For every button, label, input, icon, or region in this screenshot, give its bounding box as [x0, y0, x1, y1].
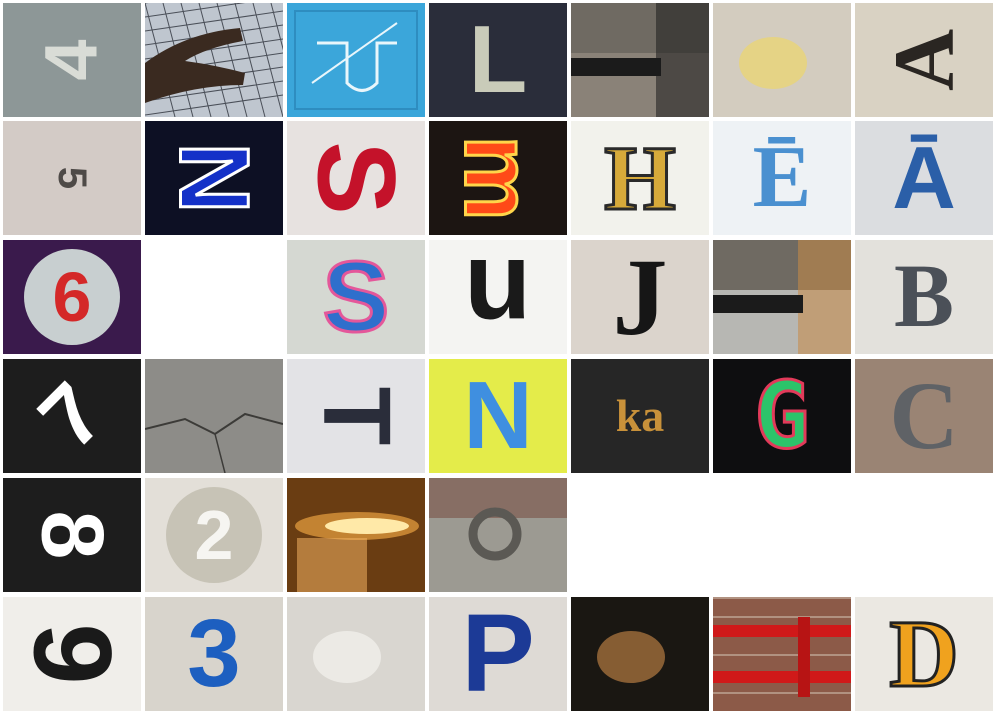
character-tile: Ē [713, 121, 851, 235]
character-tile: Ā [855, 121, 993, 235]
character-tile: L [429, 3, 567, 117]
street-post-tile [571, 3, 709, 117]
character-tile: A [855, 3, 993, 117]
character-glyph: 3 [187, 600, 241, 707]
character-glyph: L [468, 6, 528, 113]
character-tile: 5 [3, 121, 141, 235]
character-tile: n [429, 240, 567, 354]
disc-shape [166, 487, 262, 583]
blue-diagram-tile-art [287, 3, 425, 117]
metal-ring-tile [429, 478, 567, 592]
character-glyph: 8 [22, 510, 122, 560]
flame-tile-art [287, 478, 425, 592]
pavement-tile-art [145, 359, 283, 473]
empty-tile [713, 478, 851, 592]
character-glyph: 6 [52, 258, 92, 336]
character-glyph: S [321, 241, 391, 353]
character-glyph: A [875, 28, 972, 92]
character-tile: B [855, 240, 993, 354]
character-tile: ka [571, 359, 709, 473]
character-glyph: 2 [194, 496, 234, 574]
character-glyph: m [443, 134, 553, 222]
character-tile: 6 [3, 240, 141, 354]
bottle-tile-art [713, 3, 851, 117]
character-glyph: Ē [752, 129, 812, 226]
character-glyph: G [753, 362, 811, 469]
character-tile: 8 [3, 478, 141, 592]
character-tile: S [287, 240, 425, 354]
character-glyph: D [888, 600, 960, 707]
character-glyph: 7 [21, 365, 123, 467]
metal-ring-tile-art [429, 478, 567, 592]
empty-tile [145, 240, 283, 354]
faint-sketch-tile [287, 597, 425, 711]
character-glyph: 5 [50, 166, 94, 190]
graffiti-wall-tile-art [713, 240, 851, 354]
character-glyph: P [461, 597, 535, 711]
night-animal-tile [571, 597, 709, 711]
street-post-tile-art [571, 3, 709, 117]
character-glyph: ka [615, 390, 665, 441]
character-tile: 3 [145, 597, 283, 711]
character-glyph: C [889, 362, 959, 469]
graffiti-wall-tile [713, 240, 851, 354]
flame-tile [287, 478, 425, 592]
character-tile: D [855, 597, 993, 711]
hand-tile [145, 3, 283, 117]
bottle-tile [713, 3, 851, 117]
character-tile: T [287, 359, 425, 473]
empty-tile [855, 478, 993, 592]
character-glyph: 9 [11, 623, 134, 685]
character-glyph: n [464, 240, 532, 354]
character-glyph: H [603, 127, 678, 229]
character-tile: 7 [3, 359, 141, 473]
disc-shape [24, 249, 120, 345]
night-animal-tile-art [571, 597, 709, 711]
character-tile: H [571, 121, 709, 235]
character-glyph: 4 [30, 39, 113, 81]
character-tile: G [713, 359, 851, 473]
empty-tile [571, 478, 709, 592]
character-glyph: B [893, 247, 955, 346]
character-glyph: J [612, 240, 668, 354]
character-tile: 9 [3, 597, 141, 711]
character-tile: 2 [145, 478, 283, 592]
blue-diagram-tile [287, 3, 425, 117]
pavement-tile [145, 359, 283, 473]
character-glyph: N [463, 362, 533, 469]
character-glyph: T [302, 386, 410, 446]
character-glyph: S [295, 141, 418, 215]
hand-tile-art [145, 3, 283, 117]
character-glyph: N [158, 141, 271, 215]
faint-sketch-tile-art [287, 597, 425, 711]
character-tile: C [855, 359, 993, 473]
character-tile: N [429, 359, 567, 473]
character-tile: P [429, 597, 567, 711]
character-tile: 4 [3, 3, 141, 117]
character-tile: J [571, 240, 709, 354]
character-tile: S [287, 121, 425, 235]
character-tile: N [145, 121, 283, 235]
red-rails-tile-art [713, 597, 851, 711]
red-rails-tile [713, 597, 851, 711]
character-tile: m [429, 121, 567, 235]
character-glyph: Ā [892, 128, 956, 227]
